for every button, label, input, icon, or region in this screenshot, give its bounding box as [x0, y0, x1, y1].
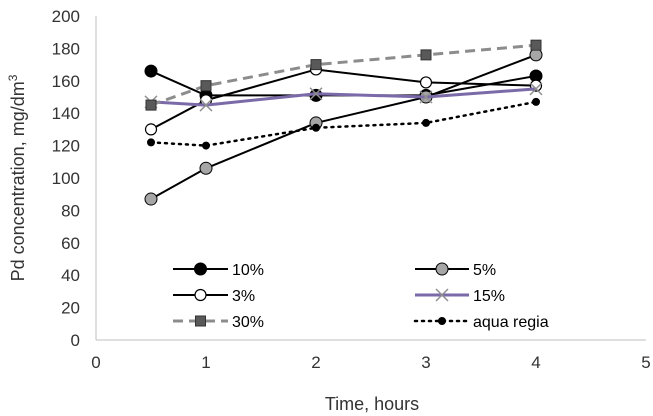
legend-item: aqua regia — [413, 314, 549, 331]
data-point-marker — [529, 48, 543, 62]
data-point-marker — [419, 90, 433, 104]
data-point-marker — [144, 64, 158, 78]
y-tick-label: 40 — [61, 266, 80, 285]
y-tick-label: 20 — [61, 299, 80, 318]
legend-label: 5% — [473, 262, 496, 279]
series-line — [150, 43, 537, 107]
data-point-marker — [200, 80, 212, 92]
data-point-marker — [144, 192, 158, 206]
legend: 10% 5% 3% 15% 30% aqua regia — [173, 262, 549, 331]
legend-label: 30% — [232, 314, 264, 331]
data-point-marker — [532, 97, 540, 106]
legend-item: 5% — [415, 262, 496, 279]
data-point-marker — [422, 118, 430, 127]
legend-item: 15% — [415, 288, 505, 305]
series-layer — [144, 39, 543, 206]
data-point-marker — [530, 39, 542, 51]
x-tick-label: 5 — [641, 353, 650, 372]
data-point-marker — [147, 138, 155, 147]
y-tick-labels: 0 20 40 60 80 100 120 140 160 180 200 — [52, 7, 80, 350]
y-tick-label: 0 — [71, 331, 80, 350]
data-point-marker — [145, 99, 157, 111]
data-point-marker — [312, 123, 320, 132]
legend-label: 15% — [473, 288, 505, 305]
legend-label: 10% — [232, 262, 264, 279]
y-tick-label: 200 — [52, 7, 80, 26]
legend-label: 3% — [232, 288, 255, 305]
data-point-marker — [435, 288, 449, 302]
data-point-marker — [202, 141, 210, 150]
legend-item: 3% — [173, 288, 255, 305]
series-group — [147, 97, 540, 150]
data-point-marker — [195, 315, 206, 327]
x-tick-label: 1 — [201, 353, 210, 372]
axes — [95, 16, 646, 341]
y-axis-title-main: Pd concentration, mg/dm — [8, 81, 28, 281]
y-axis-title-superscript: 3 — [6, 74, 20, 81]
y-tick-label: 180 — [52, 39, 80, 58]
data-point-marker — [199, 98, 213, 112]
data-point-marker — [529, 82, 543, 96]
data-point-marker — [310, 59, 322, 71]
y-tick-label: 120 — [52, 137, 80, 156]
series-line — [150, 53, 537, 200]
y-tick-label: 140 — [52, 104, 80, 123]
y-tick-label: 60 — [61, 234, 80, 253]
data-point-marker — [144, 123, 158, 136]
data-point-marker — [194, 288, 207, 302]
legend-item: 30% — [173, 314, 264, 331]
series-line — [149, 100, 538, 147]
x-tick-label: 3 — [421, 353, 430, 372]
data-point-marker — [194, 262, 207, 276]
y-tick-label: 80 — [61, 201, 80, 220]
x-tick-label: 2 — [311, 353, 320, 372]
data-point-marker — [438, 317, 446, 325]
data-point-marker — [419, 76, 433, 89]
legend-item: 10% — [173, 262, 264, 279]
series-group — [145, 39, 542, 111]
data-point-marker — [435, 262, 449, 276]
data-point-marker — [199, 161, 213, 175]
x-tick-label: 4 — [531, 353, 540, 372]
y-tick-label: 100 — [52, 169, 80, 188]
x-tick-label: 0 — [91, 353, 100, 372]
data-point-marker — [309, 87, 323, 101]
y-axis-title: Pd concentration, mg/dm3 — [6, 74, 28, 281]
x-tick-labels: 0 1 2 3 4 5 — [91, 353, 650, 372]
data-point-marker — [420, 49, 432, 61]
y-tick-label: 160 — [52, 72, 80, 91]
x-axis-title: Time, hours — [325, 394, 419, 414]
legend-label: aqua regia — [473, 314, 549, 331]
